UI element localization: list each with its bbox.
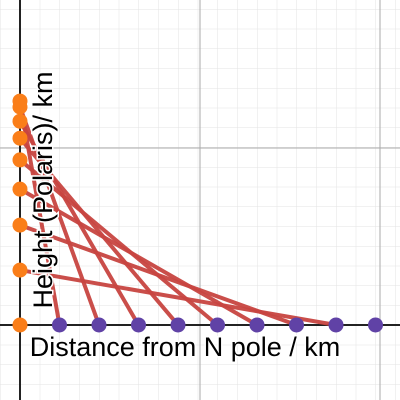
point — [209, 317, 225, 333]
point — [91, 317, 107, 333]
segment — [17, 157, 220, 327]
x-axis-label: Distance from N pole / km — [30, 332, 341, 362]
point — [249, 317, 265, 333]
point — [12, 217, 28, 233]
point — [12, 152, 28, 168]
point — [12, 317, 28, 333]
point — [51, 317, 67, 333]
point — [170, 317, 186, 333]
point — [12, 93, 28, 109]
point — [328, 317, 344, 333]
point — [12, 113, 28, 129]
segment — [17, 105, 101, 327]
y-axis-label: Height (Polaris)/ km — [28, 71, 58, 308]
point — [289, 317, 305, 333]
point — [12, 262, 28, 278]
point — [368, 317, 384, 333]
point — [130, 317, 146, 333]
marks — [12, 93, 384, 333]
point — [12, 181, 28, 197]
segment — [17, 268, 339, 327]
point — [12, 130, 28, 146]
segment — [17, 119, 141, 327]
